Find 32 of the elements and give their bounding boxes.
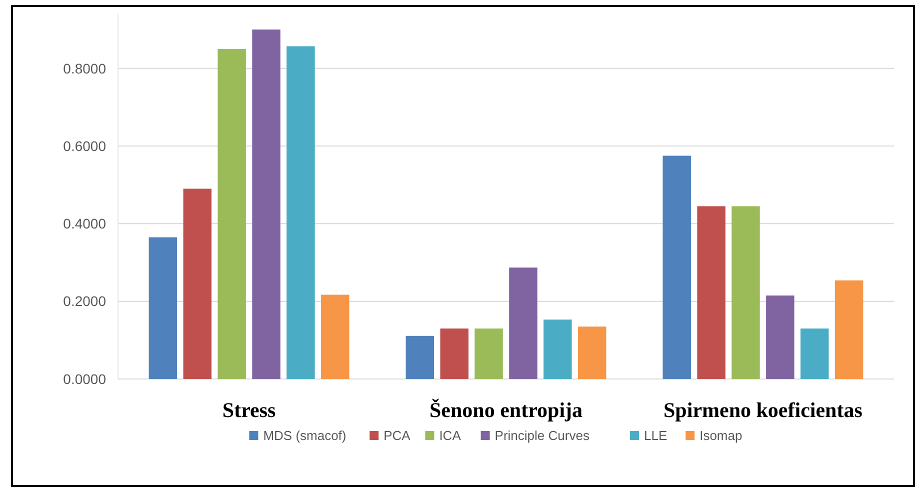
bar: [406, 336, 434, 379]
bar: [509, 268, 538, 379]
bar: [578, 326, 606, 379]
x-tick-label: Šenono entropija: [429, 398, 584, 422]
bar: [440, 328, 468, 379]
y-tick-label: 0.0000: [63, 370, 106, 387]
legend-label: ICA: [439, 428, 462, 443]
bar: [834, 280, 864, 379]
bar: [544, 320, 572, 379]
bar: [148, 237, 178, 379]
legend-label: Principle Curves: [494, 428, 590, 443]
legend-label: Isomap: [700, 428, 742, 443]
bar: [662, 156, 691, 379]
bar: [252, 30, 280, 379]
y-tick-label: 0.2000: [63, 293, 106, 310]
legend-label: LLE: [644, 428, 668, 443]
x-tick-label: Stress: [222, 398, 276, 422]
bar: [286, 46, 315, 379]
bar: [321, 294, 350, 379]
y-tick-label: 0.4000: [63, 216, 106, 232]
bar: [218, 48, 246, 379]
y-tick-label: 0.8000: [63, 60, 106, 76]
y-tick-label: 0.6000: [63, 138, 106, 154]
bar: [474, 328, 503, 379]
bar: [766, 296, 794, 379]
bar: [183, 188, 212, 379]
bar: [697, 206, 726, 379]
bar: [732, 206, 760, 379]
x-tick-label: Spirmeno koeficientas: [664, 398, 862, 422]
bar: [800, 328, 829, 379]
legend-label: MDS (smacof): [263, 428, 346, 443]
legend-label: PCA: [384, 428, 411, 443]
